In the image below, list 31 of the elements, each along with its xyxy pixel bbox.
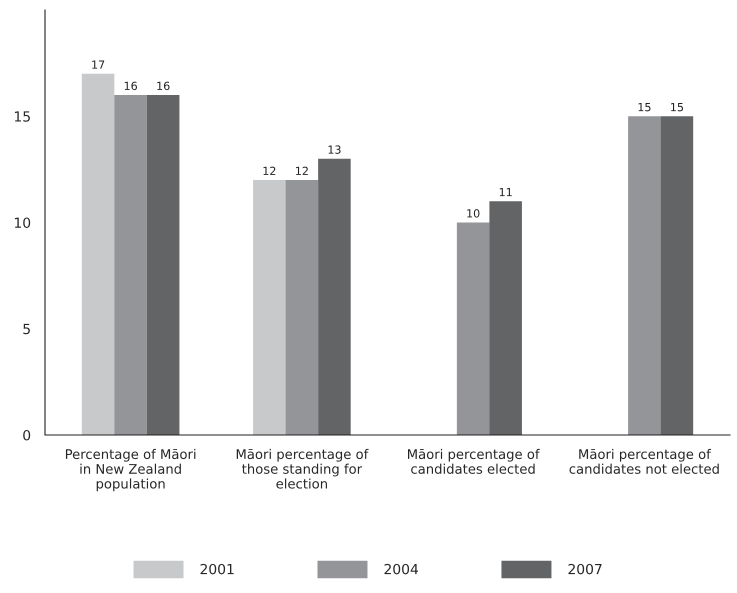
y-tick-label: 15 bbox=[14, 111, 30, 122]
bar bbox=[318, 158, 351, 435]
data-label: 11 bbox=[500, 188, 512, 196]
legend-label: 2007 bbox=[568, 564, 602, 574]
data-label: 12 bbox=[296, 166, 308, 175]
bar bbox=[146, 95, 180, 435]
data-label: 15 bbox=[638, 103, 650, 112]
data-label: 15 bbox=[671, 103, 684, 112]
x-tick-label: Māori percentage of candidates elected bbox=[408, 448, 540, 474]
y-tick-label: 10 bbox=[14, 217, 30, 228]
bar bbox=[286, 180, 318, 435]
x-tick-label: Māori percentage of candidates not elected bbox=[570, 448, 719, 474]
y-tick-label: 0 bbox=[23, 430, 30, 440]
legend-label: 2004 bbox=[384, 564, 418, 574]
data-label: 12 bbox=[263, 166, 276, 175]
bar bbox=[660, 116, 694, 435]
data-label: 17 bbox=[92, 60, 104, 69]
data-label: 13 bbox=[328, 145, 341, 154]
bar bbox=[82, 74, 114, 435]
x-tick-label: Māori percentage of those standing for election bbox=[236, 448, 369, 489]
bar bbox=[114, 95, 147, 435]
x-tick-label: Percentage of Māori in New Zealand population bbox=[66, 448, 196, 492]
bar bbox=[489, 201, 522, 435]
legend-label: 2001 bbox=[200, 564, 234, 574]
data-label: 16 bbox=[124, 82, 137, 90]
bar bbox=[456, 222, 490, 435]
data-label: 10 bbox=[467, 209, 480, 218]
bar bbox=[253, 180, 286, 435]
bar bbox=[628, 116, 661, 435]
y-tick-label: 5 bbox=[23, 324, 30, 334]
data-label: 16 bbox=[157, 82, 170, 90]
